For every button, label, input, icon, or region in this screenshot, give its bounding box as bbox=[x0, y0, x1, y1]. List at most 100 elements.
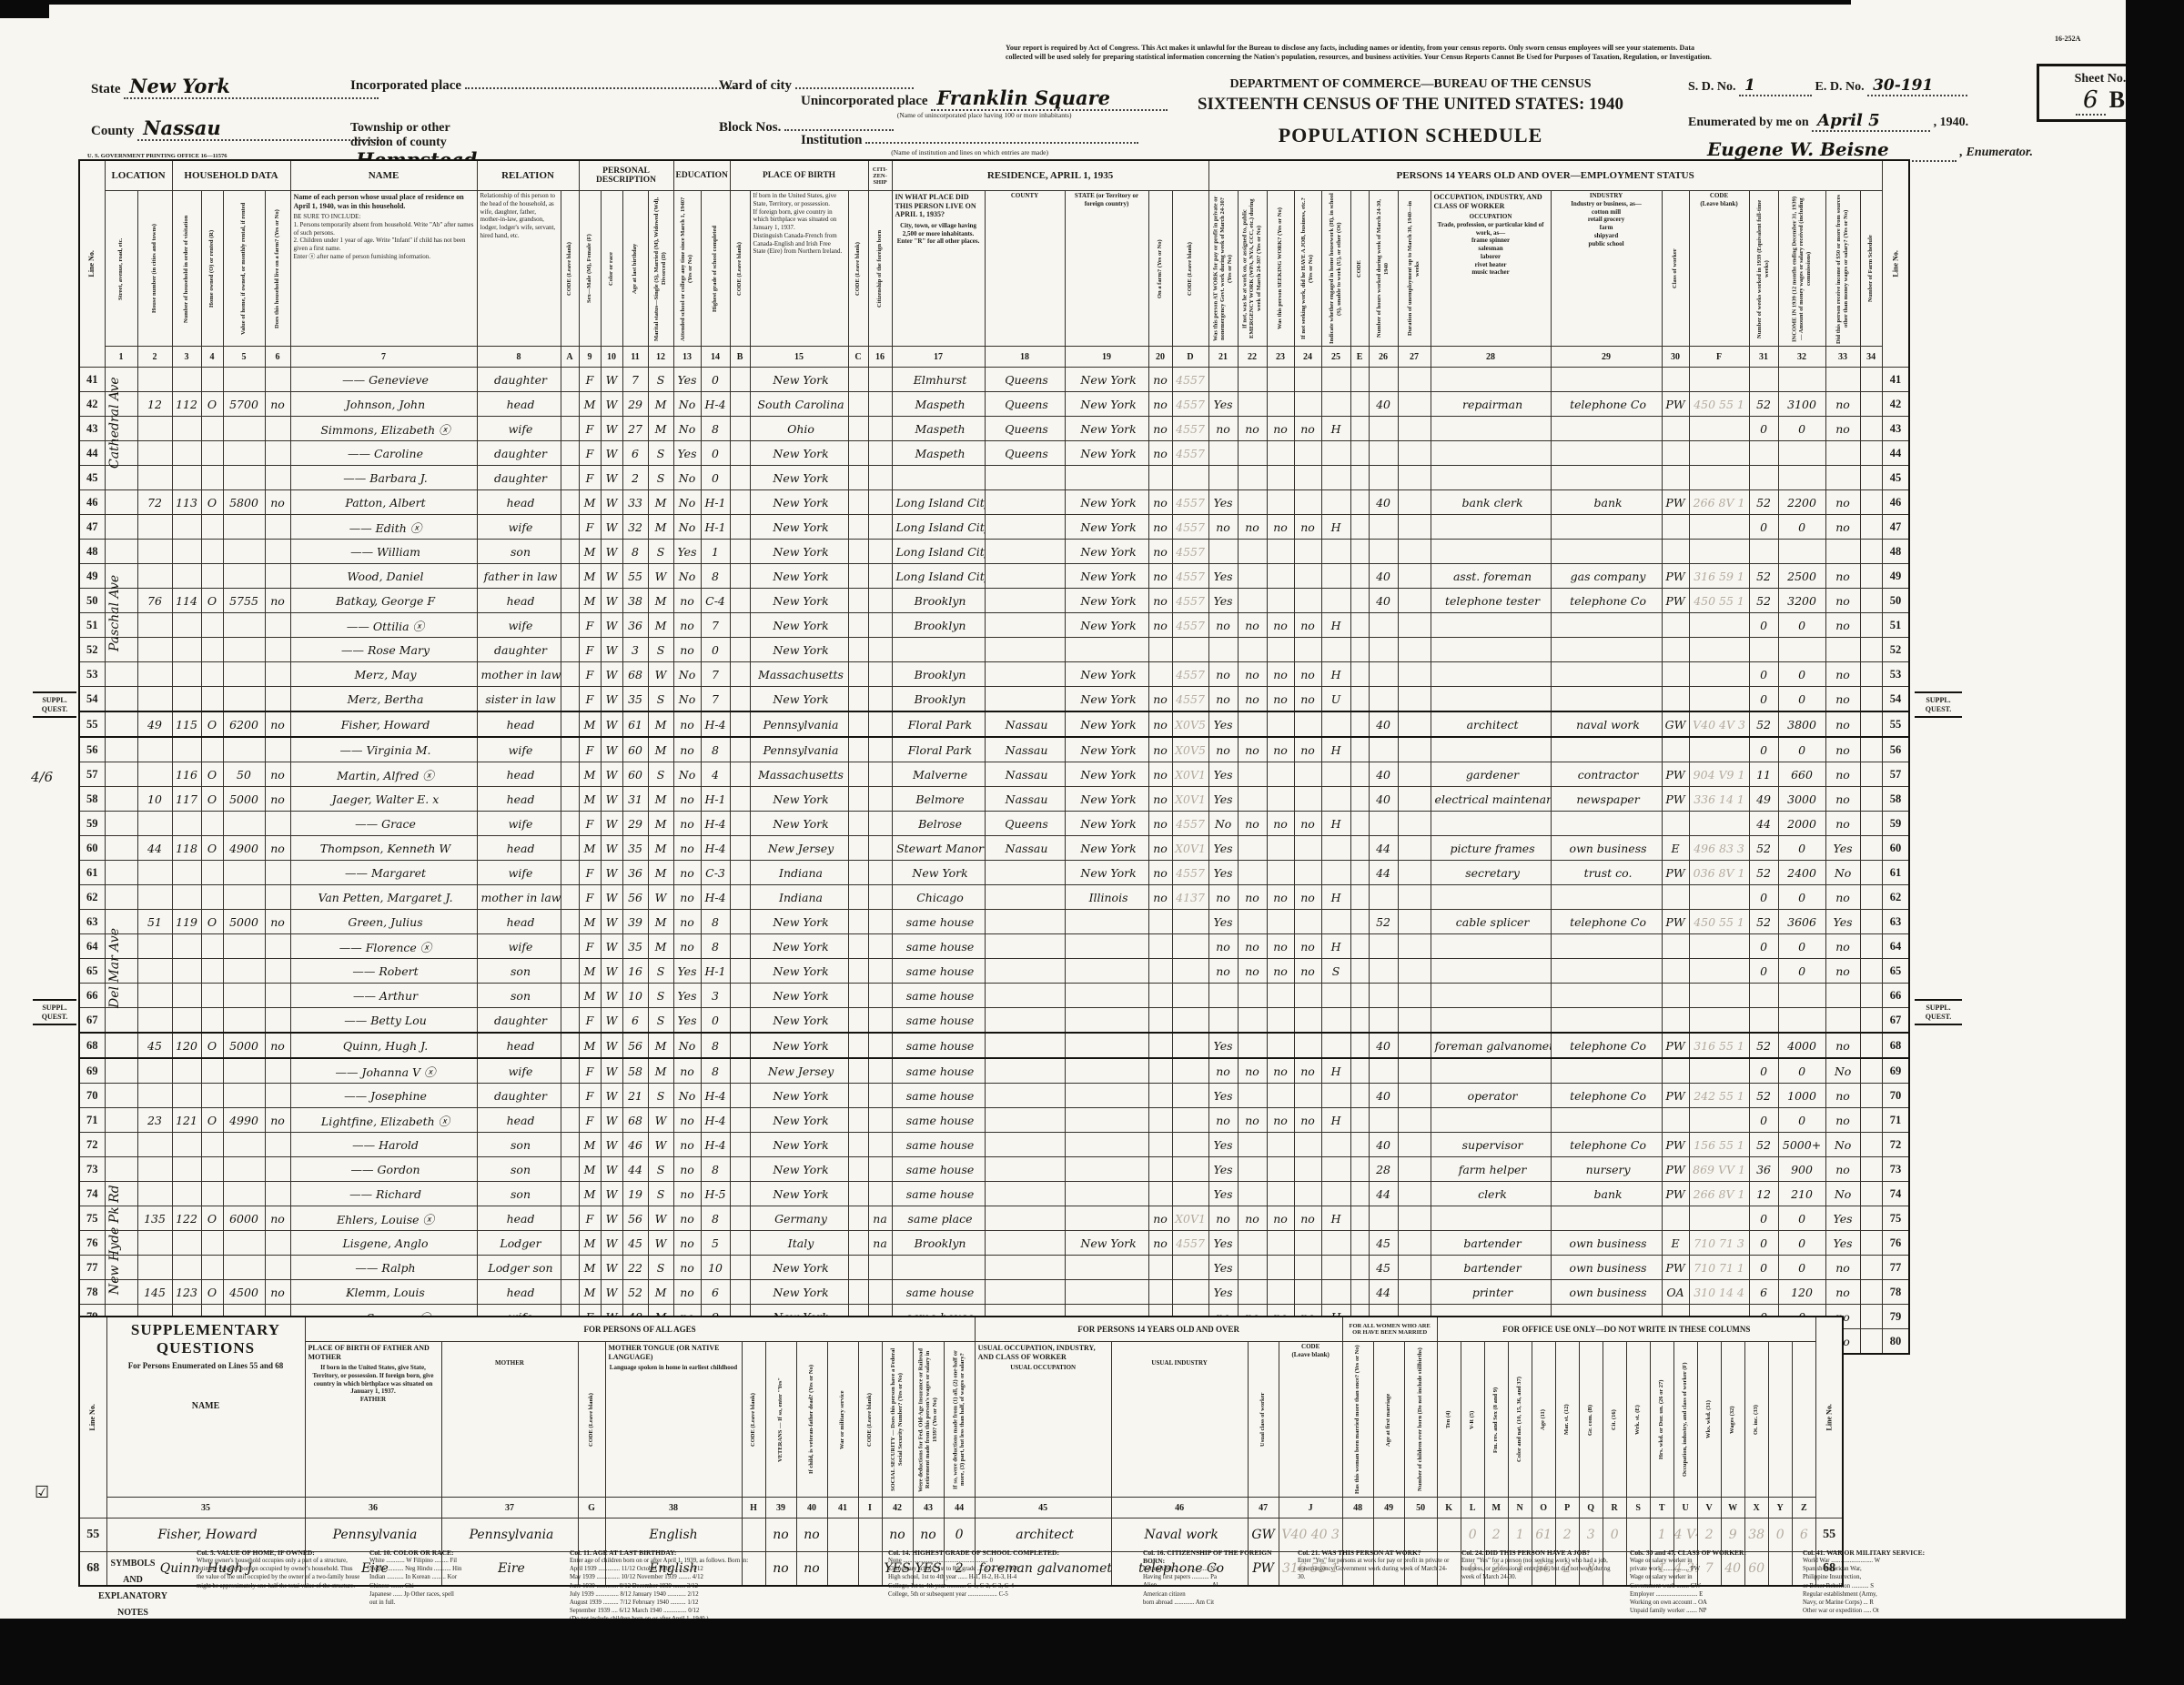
cell-line2: 49 bbox=[1881, 563, 1910, 589]
cell-other-income: no bbox=[1825, 933, 1861, 959]
cell-codeD: 4557 bbox=[1171, 563, 1209, 589]
cell-c25: H bbox=[1320, 933, 1351, 959]
cell-house bbox=[136, 1255, 173, 1280]
cell-res-city: Brooklyn bbox=[891, 612, 986, 638]
cell-weeks: 0 bbox=[1748, 1230, 1779, 1256]
cell-occupation bbox=[1430, 367, 1552, 392]
cell-codeA bbox=[560, 489, 580, 515]
cell-occupation: architect bbox=[1430, 711, 1552, 738]
schedule-title: POPULATION SCHEDULE bbox=[1278, 124, 1543, 146]
cell-industry bbox=[1550, 440, 1663, 466]
column-desc: V-R (5) bbox=[1461, 1341, 1485, 1498]
cell-codeD bbox=[1171, 1057, 1209, 1084]
cell-industry: bank bbox=[1550, 489, 1663, 515]
cell-codeA bbox=[560, 933, 580, 959]
cell-industry: telephone Co bbox=[1550, 588, 1663, 613]
cell-line: 67 bbox=[78, 1007, 106, 1034]
cell-codeB bbox=[729, 416, 751, 441]
cell-weeks bbox=[1748, 637, 1779, 662]
cell-other-income bbox=[1825, 465, 1861, 490]
cell-citizenship bbox=[867, 1032, 893, 1059]
cell-other-income: No bbox=[1825, 1057, 1861, 1084]
cell-res-city: Stewart Manor bbox=[891, 835, 986, 861]
cell-name: —— Ottilia ⓧ bbox=[289, 612, 478, 638]
census-row: 41 —— Genevieve daughter F W 7 S Yes 0 New York El… bbox=[78, 367, 1910, 392]
cell-codeE bbox=[1350, 835, 1370, 861]
cell-c24: no bbox=[1293, 736, 1322, 762]
cell-codeA bbox=[560, 1083, 580, 1108]
cell-c24 bbox=[1293, 1255, 1322, 1280]
cell-citizenship bbox=[867, 1181, 893, 1206]
cell-codeC bbox=[847, 1181, 869, 1206]
cell-res-county: Queens bbox=[984, 811, 1066, 836]
cell-name: Van Petten, Margaret J. bbox=[289, 884, 478, 910]
cell-c24: no bbox=[1293, 514, 1322, 540]
cell-c25: H bbox=[1320, 514, 1351, 540]
cell-codeD bbox=[1171, 958, 1209, 984]
cell-codeA bbox=[560, 1230, 580, 1256]
cell-codeF: 336 14 1 bbox=[1688, 786, 1750, 812]
cell-relation: daughter bbox=[476, 1083, 561, 1108]
cell-codeH bbox=[741, 1518, 766, 1552]
column-number: 11 bbox=[622, 346, 649, 368]
supplementary-questions-table: Line No. SUPPLEMENTARY QUESTIONS For Per… bbox=[78, 1316, 1845, 1587]
cell-wages: 0 bbox=[1777, 933, 1826, 959]
cell-class: PW bbox=[1661, 1181, 1690, 1206]
cell-wages: 660 bbox=[1777, 762, 1826, 787]
cell-name: Merz, Bertha bbox=[289, 686, 478, 712]
cell-race: W bbox=[600, 1083, 623, 1108]
cell-codeD bbox=[1171, 465, 1209, 490]
cell-grade: C-4 bbox=[700, 588, 731, 613]
column-number: 19 bbox=[1064, 346, 1149, 368]
column-desc: CODE bbox=[1350, 190, 1370, 347]
cell-line: 61 bbox=[78, 860, 106, 885]
cell-c50 bbox=[1403, 1551, 1438, 1587]
cell-relation: wife bbox=[476, 736, 561, 762]
cell-birthplace: New York bbox=[749, 958, 849, 984]
cell-owned: O bbox=[200, 1107, 224, 1133]
cell-unemp bbox=[1397, 563, 1431, 589]
cell-codeG bbox=[577, 1551, 606, 1587]
cell-marital: S bbox=[647, 958, 674, 984]
column-number: 49 bbox=[1372, 1497, 1405, 1519]
cell-school: No bbox=[672, 686, 702, 712]
column-desc: SOCIAL SECURITY — Does this person have … bbox=[882, 1341, 913, 1498]
cell-res-farm: no bbox=[1148, 588, 1173, 613]
cell-c50 bbox=[1403, 1518, 1438, 1552]
cell-c21 bbox=[1208, 367, 1239, 392]
cell-household bbox=[171, 736, 202, 762]
unincorporated-value: Franklin Square bbox=[931, 86, 1168, 111]
column-number: R bbox=[1602, 1497, 1627, 1519]
cell-usual-occ: architect bbox=[974, 1518, 1112, 1552]
cell-hours bbox=[1368, 686, 1399, 712]
cell-name: —— Edith ⓧ bbox=[289, 514, 478, 540]
cell-farm: no bbox=[264, 489, 291, 515]
cell-house: 23 bbox=[136, 1107, 173, 1133]
cell-c25: H bbox=[1320, 1107, 1351, 1133]
cell-marital: S bbox=[647, 1083, 674, 1108]
group-citizenship: CITI- ZEN- SHIP bbox=[867, 159, 893, 191]
cell-res-state bbox=[1064, 1279, 1149, 1305]
cell-school: no bbox=[672, 736, 702, 762]
table-header: Line No. LOCATION HOUSEHOLD DATA NAME RE… bbox=[79, 159, 1910, 368]
cell-birthplace: New York bbox=[749, 933, 849, 959]
cell-farm-sched bbox=[1859, 983, 1883, 1008]
cell-c49 bbox=[1372, 1518, 1405, 1552]
cell-codeC bbox=[847, 835, 869, 861]
cell-household: 121 bbox=[171, 1107, 202, 1133]
cell-occupation bbox=[1430, 1007, 1552, 1034]
cell-household: 123 bbox=[171, 1279, 202, 1305]
note-body: Wage or salary worker in private work ..… bbox=[1630, 1558, 1707, 1615]
cell-school: no bbox=[672, 588, 702, 613]
cell-name: Johnson, John bbox=[289, 391, 478, 417]
cell-marital: S bbox=[647, 539, 674, 564]
cell-occupation bbox=[1430, 686, 1552, 712]
cell-codeE bbox=[1350, 539, 1370, 564]
cell-c22: no bbox=[1237, 1206, 1268, 1231]
cell-res-county bbox=[984, 588, 1066, 613]
cell-farm bbox=[264, 661, 291, 687]
cell-occupation bbox=[1430, 440, 1552, 466]
cell-owned bbox=[200, 958, 224, 984]
cell-marital: M bbox=[647, 909, 674, 934]
cell-c23: no bbox=[1266, 686, 1295, 712]
